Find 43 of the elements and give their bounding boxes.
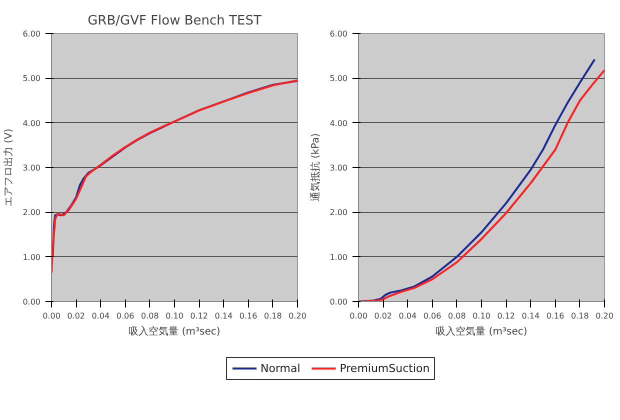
x-tick-label: 0.16 bbox=[546, 312, 564, 320]
x-tick-label: 0.00 bbox=[42, 312, 60, 320]
x-tick-label: 0.18 bbox=[264, 312, 282, 320]
legend-label: PremiumSuction bbox=[340, 362, 430, 375]
y-tick-label: 0.00 bbox=[330, 298, 348, 306]
x-tick-label: 0.14 bbox=[522, 312, 540, 320]
x-tick-label: 0.06 bbox=[423, 312, 442, 320]
y-tick-label: 6.00 bbox=[330, 30, 348, 38]
x-tick-label: 0.16 bbox=[239, 312, 258, 320]
x-tick-label: 0.10 bbox=[166, 312, 184, 320]
x-tick-label: 0.08 bbox=[140, 312, 159, 320]
y-axis-title: 通気抵抗 (kPa) bbox=[310, 133, 322, 202]
x-axis-title: 吸入空気量 (m³sec) bbox=[128, 326, 220, 338]
y-tick-label: 2.00 bbox=[330, 208, 348, 218]
y-tick-label: 4.00 bbox=[330, 118, 348, 128]
y-tick-label: 1.00 bbox=[330, 252, 348, 262]
x-tick-label: 0.12 bbox=[497, 312, 516, 320]
x-tick-label: 0.02 bbox=[67, 312, 86, 320]
x-tick-label: 0.06 bbox=[116, 312, 134, 320]
y-tick-label: 1.00 bbox=[22, 252, 40, 262]
x-axis-title: 吸入空気量 (m³sec) bbox=[436, 326, 528, 338]
x-tick-label: 0.20 bbox=[596, 312, 614, 320]
y-tick-label: 5.00 bbox=[22, 74, 40, 84]
y-tick-label: 3.00 bbox=[22, 164, 40, 172]
x-tick-label: 0.18 bbox=[570, 312, 589, 320]
y-tick-label: 2.00 bbox=[22, 208, 40, 218]
y-tick-label: 4.00 bbox=[22, 118, 40, 128]
y-tick-label: 5.00 bbox=[330, 74, 348, 84]
x-tick-label: 0.14 bbox=[214, 312, 233, 320]
legend-label: Normal bbox=[260, 362, 300, 375]
x-tick-label: 0.20 bbox=[288, 312, 306, 320]
x-tick-label: 0.00 bbox=[350, 312, 368, 320]
y-tick-label: 3.00 bbox=[330, 164, 348, 172]
x-tick-label: 0.04 bbox=[92, 312, 110, 320]
x-tick-label: 0.02 bbox=[374, 312, 392, 320]
x-tick-label: 0.08 bbox=[448, 312, 466, 320]
y-tick-label: 6.00 bbox=[22, 30, 40, 38]
y-axis-title: エアフロ出力 (V) bbox=[2, 128, 15, 206]
y-tick-label: 0.00 bbox=[22, 298, 40, 306]
chart-title: GRB/GVF Flow Bench TEST bbox=[88, 14, 262, 28]
x-tick-label: 0.12 bbox=[190, 312, 208, 320]
x-tick-label: 0.10 bbox=[472, 312, 490, 320]
x-tick-label: 0.04 bbox=[398, 312, 417, 320]
